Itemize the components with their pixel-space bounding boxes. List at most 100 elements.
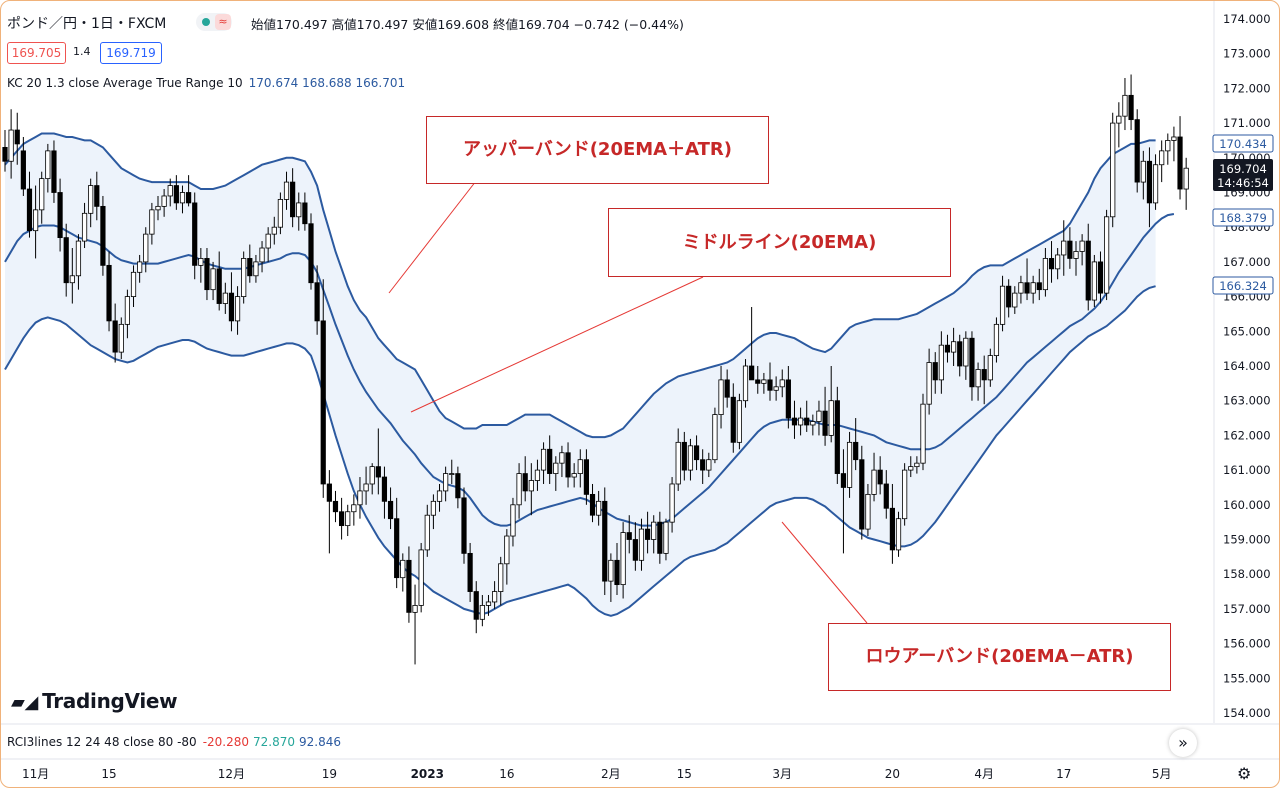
candle (2, 130, 8, 172)
time-axis[interactable]: 11月 15 12月 19 2023 16 2月 15 3月 20 4月 17 5月 (22, 767, 1172, 781)
candle-body (1146, 160, 1153, 204)
candle-body (2, 146, 8, 162)
gear-icon[interactable]: ⚙ (1237, 764, 1252, 783)
candle (865, 483, 871, 537)
candle-body (94, 185, 100, 207)
candle-body (33, 209, 39, 232)
candle (755, 366, 761, 394)
candle (418, 542, 424, 613)
candle (718, 366, 724, 429)
candle (277, 192, 284, 235)
candle-body (638, 528, 645, 561)
candle (791, 400, 798, 439)
sell-price-button[interactable]: 169.705 (7, 42, 66, 64)
candle (1134, 109, 1140, 193)
tradingview-logo[interactable]: ▰◢ TradingView (11, 689, 178, 713)
candle-body (1024, 282, 1030, 294)
candle-body (283, 181, 290, 200)
candle-body (375, 466, 381, 478)
candle (81, 202, 88, 249)
candle (424, 504, 430, 557)
candle-body (8, 129, 14, 162)
scroll-to-realtime-button[interactable]: » (1169, 729, 1197, 757)
keltner-lower-line (4, 285, 1156, 617)
candle (846, 431, 853, 498)
candle (693, 435, 700, 471)
candle (859, 445, 865, 540)
candle-body (424, 514, 430, 551)
kc-legend[interactable]: KC 20 1.3 close Average True Range 10 170… (7, 76, 405, 90)
candle (167, 178, 173, 207)
candle-body (473, 591, 479, 620)
candle (498, 556, 504, 606)
buy-price-button[interactable]: 169.719 (100, 42, 162, 64)
candle (895, 511, 902, 557)
rci-legend[interactable]: RCI3lines 12 24 48 close 80 -80 -20.280 72… (7, 735, 341, 749)
candle (436, 483, 443, 512)
candle (271, 216, 277, 245)
price-tick-label: 174.000 (1223, 12, 1271, 26)
candle (473, 581, 479, 634)
market-status-pill[interactable]: ≈ (196, 13, 232, 31)
candle (932, 352, 938, 394)
candle (1073, 241, 1079, 276)
candle-body (914, 462, 920, 468)
ohlc-readout: 始値170.497 高値170.497 安値169.608 終値169.704 … (251, 17, 684, 32)
candle-body (51, 150, 57, 193)
candle (963, 331, 969, 380)
candle (589, 483, 596, 523)
candle-body (1116, 115, 1122, 124)
candle (804, 400, 810, 432)
candle-body (69, 275, 75, 284)
candle-body (1097, 261, 1104, 294)
candle-body (1055, 254, 1061, 270)
candle (161, 189, 167, 217)
candle-body (118, 323, 124, 353)
candle-body (1042, 258, 1048, 291)
candle-body (1091, 261, 1097, 301)
candle-body (749, 365, 755, 381)
candle (479, 595, 485, 627)
candle (1006, 279, 1012, 318)
candle-body (63, 237, 69, 284)
candle-body (975, 369, 981, 388)
price-tick-label: 171.000 (1223, 116, 1271, 130)
candle (559, 445, 565, 478)
candle-body (406, 559, 412, 613)
candle (332, 490, 339, 523)
candle-body (369, 466, 375, 485)
candle (222, 282, 228, 314)
candle (853, 418, 859, 471)
price-axis[interactable]: 174.000173.000172.000171.000170.000169.0… (1223, 12, 1271, 720)
candle-body (810, 421, 816, 426)
candle (742, 359, 749, 408)
candle-body (296, 202, 302, 218)
candle-body (228, 292, 235, 322)
price-tick-label: 157.000 (1223, 602, 1271, 616)
candle-body (124, 296, 130, 325)
candle-body (185, 192, 192, 204)
symbol-title[interactable]: ポンド／円・1日・FXCM (7, 16, 167, 32)
candle (657, 511, 663, 564)
candle (326, 470, 332, 554)
callout-lower-band: ロウアーバンド(20EMA－ATR) (828, 623, 1171, 691)
candle (100, 195, 106, 276)
candle (675, 428, 681, 491)
candle (534, 459, 541, 491)
candle (130, 265, 137, 308)
candle-body (1079, 240, 1085, 252)
candle-body (57, 192, 63, 239)
candle-body (443, 473, 449, 492)
candle-body (736, 400, 743, 443)
middle-price-tag-text: 168.379 (1219, 211, 1267, 225)
callout-upper-band: アッパーバンド(20EMA＋ATR) (426, 116, 769, 184)
candle (730, 383, 736, 453)
candle-body (222, 292, 228, 304)
candle-body (100, 205, 106, 266)
candle (57, 178, 63, 252)
candle (522, 456, 528, 502)
candle (485, 595, 492, 616)
candle-body (137, 261, 143, 273)
time-tick-label: 5月 (1152, 767, 1172, 781)
